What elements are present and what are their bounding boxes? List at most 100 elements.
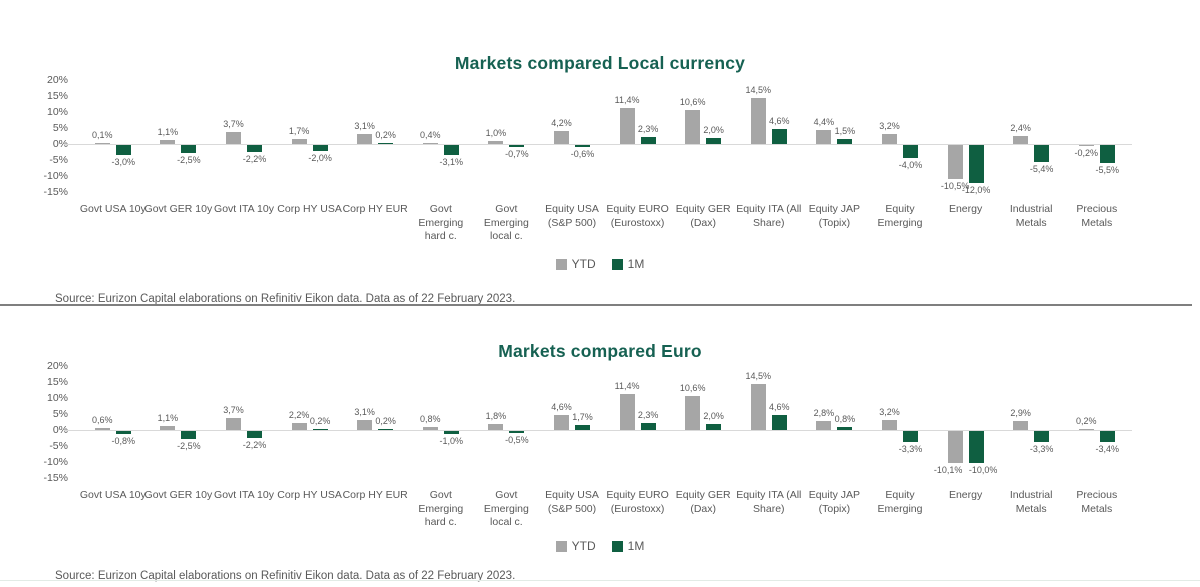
y-tick-label: 5% xyxy=(52,407,68,420)
category-label: Govt Emerging hard c. xyxy=(418,489,464,528)
bar-value-label: -2,2% xyxy=(242,154,267,165)
zero-axis-line xyxy=(64,430,1132,431)
bar-ytd xyxy=(226,132,241,144)
bar-value-label: 0,2% xyxy=(375,416,396,426)
plot-area: 20% 15% 10% 5% 0% -5% -10% -15% 0,1% -3,0% Govt US… xyxy=(43,73,1132,242)
bar-value-label: 0,2% xyxy=(1076,416,1097,426)
bar-value-label: -0,2% xyxy=(1074,148,1099,158)
bar-value-label: -0,6% xyxy=(570,148,595,159)
section-divider xyxy=(0,304,1192,306)
chart-legend: YTD 1M xyxy=(0,257,1200,271)
category-label: Equity USA (S&P 500) xyxy=(545,203,599,229)
y-tick-label: 15% xyxy=(46,89,68,102)
category-label: Corp HY EUR xyxy=(342,203,408,215)
chart-title-prefix: Markets compared xyxy=(454,52,618,73)
chart-title-emphasis: Euro xyxy=(661,340,702,361)
bar-1m xyxy=(575,424,590,430)
bar-1m xyxy=(378,429,394,430)
bar-ytd xyxy=(685,396,701,430)
bar-ytd xyxy=(619,107,635,144)
bar-ytd xyxy=(750,383,766,430)
bar-1m xyxy=(1099,431,1115,442)
bar-1m xyxy=(509,145,525,148)
bar-value-label: 0,4% xyxy=(420,129,441,140)
bar-value-label: 2,0% xyxy=(703,410,724,421)
y-tick-label: -15% xyxy=(43,471,68,484)
bar-ytd xyxy=(291,422,307,430)
y-tick-label: -10% xyxy=(43,455,68,468)
bar-value-label: -2,5% xyxy=(177,441,201,451)
category-label: Govt GER 10y xyxy=(144,489,213,501)
bar-1m xyxy=(706,137,722,144)
bar-1m xyxy=(771,415,787,430)
y-tick-label: 0% xyxy=(52,137,68,150)
chart-title-emphasis: Local currency xyxy=(617,52,746,73)
bar-value-label: -12,0% xyxy=(961,185,991,196)
bar-value-label: 0,6% xyxy=(92,415,113,426)
bar-value-label: 11,4% xyxy=(614,94,640,105)
bar-ytd xyxy=(750,97,766,144)
y-tick-label: 20% xyxy=(46,359,68,372)
category-label: Equity EURO (Eurostoxx) xyxy=(606,203,669,229)
category-label: Govt GER 10y xyxy=(144,203,213,215)
bar-value-label: 2,8% xyxy=(813,408,835,419)
bar-ytd xyxy=(882,133,897,144)
source-note: Source: Eurizon Capital elaborations on … xyxy=(55,569,516,582)
category-label: Equity GER (Dax) xyxy=(675,203,731,229)
bar-value-label: 10,6% xyxy=(679,97,706,108)
bar-value-label: 14,5% xyxy=(745,370,772,381)
bar-1m xyxy=(181,431,197,439)
y-tick-label: 20% xyxy=(46,73,68,86)
1m-swatch-icon xyxy=(611,540,623,552)
bar-1m xyxy=(968,431,984,463)
bar-value-label: 11,4% xyxy=(614,380,640,391)
bar-ytd xyxy=(291,138,307,144)
bar-value-label: 4,6% xyxy=(769,116,790,127)
bar-ytd xyxy=(226,418,241,430)
bar-value-label: 1,7% xyxy=(288,125,310,136)
category-label: Equity ITA (All Share) xyxy=(736,203,802,229)
bar-value-label: 0,8% xyxy=(834,414,856,425)
bar-value-label: 4,6% xyxy=(769,402,790,413)
zero-axis-line xyxy=(64,144,1132,145)
bar-ytd xyxy=(94,428,110,430)
y-tick-label: 5% xyxy=(52,121,68,134)
bar-1m xyxy=(312,145,328,152)
bar-value-label: -5,5% xyxy=(1095,164,1120,175)
chart-euro: Markets compared Euro 20% 15% 10% 5% 0% -5% -1… xyxy=(0,306,1200,587)
bar-value-label: -10,1% xyxy=(933,465,963,476)
bar-value-label: 3,1% xyxy=(354,407,375,418)
1m-swatch-icon xyxy=(611,258,623,270)
y-tick-label: -15% xyxy=(43,185,68,198)
bar-ytd xyxy=(357,134,373,144)
bar-ytd xyxy=(1078,145,1094,146)
bar-ytd xyxy=(422,427,438,430)
bar-1m xyxy=(706,423,722,430)
bar-1m xyxy=(640,136,656,144)
bar-1m xyxy=(903,431,918,442)
bar-ytd xyxy=(488,424,504,430)
bar-value-label: -3,0% xyxy=(111,156,136,167)
bar-1m xyxy=(378,143,394,144)
bar-1m xyxy=(181,145,197,153)
bar-value-label: 1,7% xyxy=(572,411,593,422)
bar-ytd xyxy=(160,140,176,144)
bar-value-label: -4,0% xyxy=(898,159,923,170)
bar-value-label: 2,2% xyxy=(288,409,310,420)
bar-1m xyxy=(968,145,984,184)
bar-value-label: 2,3% xyxy=(637,123,659,134)
bar-value-label: -3,3% xyxy=(898,443,923,454)
category-label: Equity EURO (Eurostoxx) xyxy=(606,489,669,515)
y-tick-label: 15% xyxy=(46,375,68,388)
bar-value-label: -2,2% xyxy=(242,440,267,451)
y-tick-label: -5% xyxy=(49,153,68,166)
legend-item-ytd: YTD xyxy=(555,257,596,271)
bar-1m xyxy=(575,145,590,147)
bar-ytd xyxy=(488,140,504,144)
bar-ytd xyxy=(816,129,832,144)
bar-value-label: -10,5% xyxy=(940,180,970,191)
y-tick-label: 10% xyxy=(46,391,68,404)
bar-1m xyxy=(1034,431,1050,442)
bar-value-label: 0,8% xyxy=(420,414,441,425)
bar-1m xyxy=(115,145,131,155)
